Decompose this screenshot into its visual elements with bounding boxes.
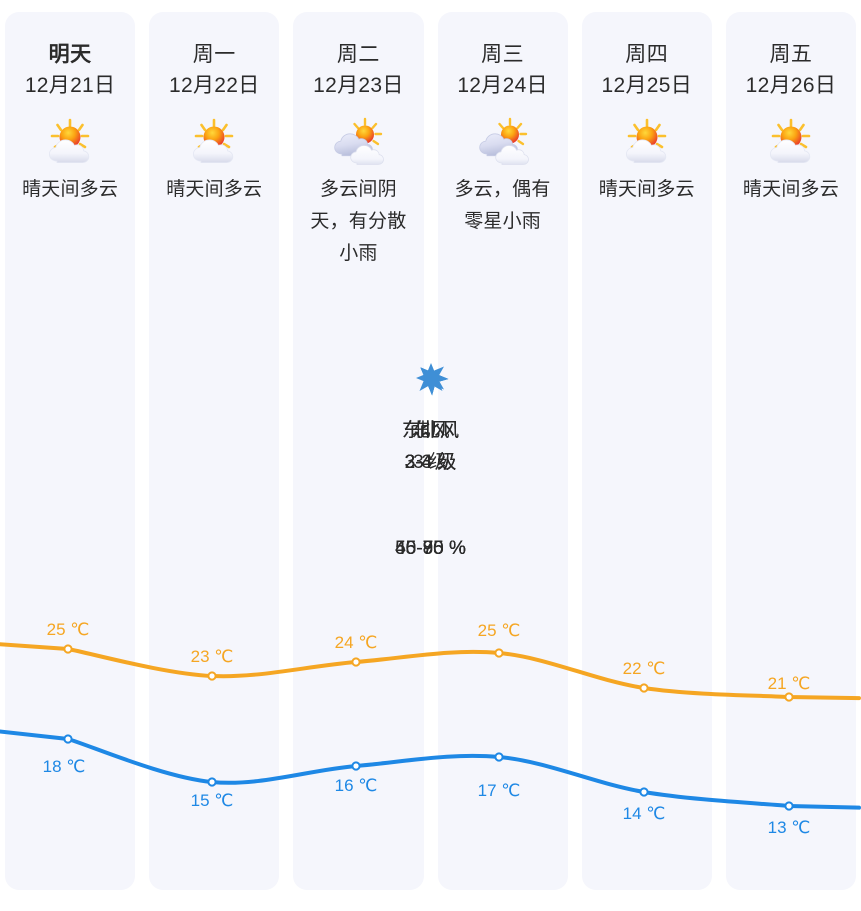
weather-icon-wrap: [188, 114, 240, 168]
weather-description: 晴天间多云: [598, 179, 695, 200]
weather-icon-wrap: [476, 114, 530, 168]
humidity-label: 45-75 %: [395, 538, 466, 559]
wind-arrow-icon: [419, 367, 448, 396]
date-label: 12月24日: [457, 74, 548, 97]
weekday-label: 周三: [481, 43, 525, 66]
weather-icon-wrap: [331, 114, 385, 168]
wind-level-label: 3-4 级: [404, 452, 457, 473]
day-column: 周二 12月23日: [293, 12, 465, 890]
weather-icon-wrap: [621, 114, 673, 168]
weather-description: 多云，偶有零星小雨: [454, 179, 551, 232]
humidity-label: 45-75 %: [395, 538, 466, 559]
day-column: 明天 12月21日: [5, 12, 466, 890]
wind-direction-label: 东北风: [401, 420, 459, 441]
weekday-label: 周一: [192, 43, 236, 66]
sun-behind-cloud-icon: [193, 118, 234, 163]
weekday-label: 明天: [48, 43, 92, 66]
weekday-label: 周四: [625, 43, 669, 66]
wind-direction-label: 东北风: [401, 420, 459, 441]
date-label: 12月22日: [168, 74, 260, 97]
wind-level-label: 3-4 级: [404, 452, 457, 473]
wind-direction-label: 东北风: [401, 420, 459, 441]
wind-level-label: 2-3 级: [404, 452, 457, 473]
date-label: 12月23日: [313, 74, 404, 97]
weekday-label: 周二: [336, 43, 380, 66]
wind-info: 东北风 3 级: [0, 415, 861, 479]
humidity-label: 40-75 %: [395, 538, 466, 559]
wind-level-label: 3 级: [413, 452, 448, 473]
wind-direction-icon-wrap: [0, 355, 861, 401]
wind-direction-label: 北风: [411, 420, 450, 441]
weather-icon-wrap: [44, 114, 96, 168]
wind-info: 东风 3-4 级: [0, 415, 861, 479]
day-column: 周五 12月26日: [395, 12, 856, 890]
sun-behind-cloud-icon: [625, 118, 667, 163]
wind-info: 东北风 2-3 级: [0, 415, 861, 479]
humidity-label: 45-90 %: [395, 538, 466, 559]
wind-direction-label: 东北风: [401, 420, 459, 441]
wind-direction-label: 东风: [411, 420, 450, 441]
day-column: 周一 12月22日: [149, 12, 466, 890]
weather-description: 晴天间多云: [166, 179, 263, 200]
weather-description: 晴天间多云: [742, 179, 839, 200]
date-label: 12月21日: [24, 74, 116, 97]
wind-level-label: 3-4 级: [404, 452, 457, 473]
humidity-label: 50-85 %: [395, 538, 466, 559]
weather-description: 晴天间多云: [22, 179, 119, 200]
humidity-label: 55-90 %: [395, 538, 466, 559]
sun-behind-cloud-icon: [769, 118, 811, 163]
sun-behind-clouds-rain-icon: [478, 117, 529, 165]
sun-behind-cloud-icon: [49, 118, 90, 163]
date-label: 12月26日: [745, 74, 837, 97]
wind-level-label: 3-4 级: [404, 452, 457, 473]
wind-info: 东北风 3-4 级: [0, 415, 861, 479]
weather-icon-wrap: [765, 114, 817, 168]
wind-info: 东北风 3-4 级: [0, 415, 861, 479]
day-column: 周三 12月24日: [395, 12, 568, 890]
wind-info: 北风 3-4 级: [0, 415, 861, 479]
weekday-label: 周五: [769, 43, 813, 66]
date-label: 12月25日: [601, 74, 693, 97]
weather-description: 多云间阴天，有分散小雨: [310, 179, 407, 264]
sun-behind-clouds-rain-icon: [334, 117, 385, 165]
